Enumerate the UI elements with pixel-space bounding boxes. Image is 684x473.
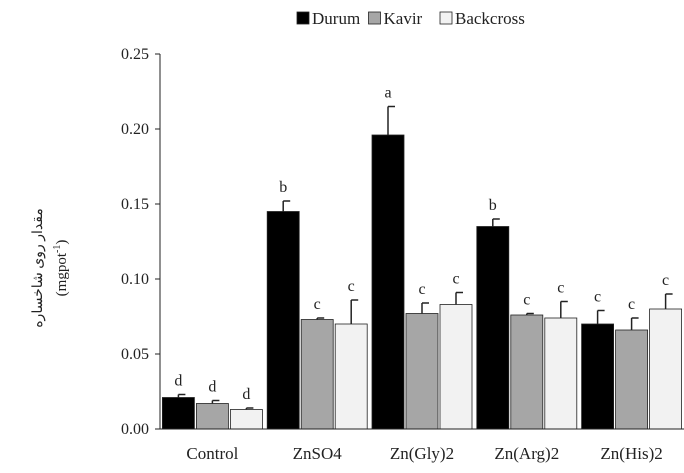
legend-swatch [296, 11, 310, 25]
bar [300, 319, 334, 430]
bar [510, 314, 544, 430]
y-axis-title: مقدار روی شاخساره [31, 208, 46, 328]
significance-label: c [452, 271, 459, 288]
y-axis-label: مقدار روی شاخساره (mgpot-1) [31, 208, 70, 328]
x-category-label: Control [186, 444, 238, 463]
y-axis-unit: (mgpot-1) [52, 240, 70, 297]
significance-label: d [242, 386, 250, 403]
y-tick-label: 0.10 [121, 271, 149, 288]
bar [476, 226, 510, 430]
significance-label: b [489, 197, 497, 214]
significance-label: d [174, 373, 182, 390]
bar [649, 308, 682, 430]
legend-swatch [368, 11, 381, 25]
legend-entry: Durum [312, 9, 360, 28]
y-axis: 0.00 0.05 0.10 0.15 0.20 0.25 [121, 46, 161, 438]
x-axis: Control ZnSO4 Zn(Gly)2 Zn(Arg)2 Zn(His)2 [160, 428, 684, 463]
bar [405, 313, 439, 430]
legend: Durum Kavir Backcross [296, 9, 525, 28]
bar [581, 323, 614, 430]
significance-label: c [418, 281, 425, 298]
y-tick-label: 0.25 [121, 46, 149, 63]
bar [161, 397, 195, 430]
bar [229, 409, 263, 430]
bar [544, 317, 578, 430]
significance-label: c [523, 292, 530, 309]
legend-entry: Kavir [384, 9, 423, 28]
significance-label: c [348, 278, 355, 295]
bar [195, 403, 229, 430]
x-category-label: ZnSO4 [293, 444, 343, 463]
significance-label: c [557, 280, 564, 297]
x-category-label: Zn(Gly)2 [390, 444, 454, 463]
significance-label: a [384, 85, 391, 102]
bar [334, 323, 368, 430]
legend-entry: Backcross [455, 9, 525, 28]
significance-label: b [279, 179, 287, 196]
y-tick-label: 0.05 [121, 346, 149, 363]
bar [615, 329, 648, 430]
significance-label: c [628, 296, 635, 313]
bars: d d d b c c a c c b c c c c c [161, 85, 682, 430]
significance-label: c [662, 272, 669, 289]
significance-label: c [594, 289, 601, 306]
legend-swatch [439, 11, 453, 25]
significance-label: d [208, 379, 216, 396]
y-tick-label: 0.00 [121, 421, 149, 438]
x-category-label: Zn(Arg)2 [494, 444, 559, 463]
y-tick-label: 0.15 [121, 196, 149, 213]
bar [439, 304, 473, 430]
bar [371, 134, 405, 430]
x-category-label: Zn(His)2 [600, 444, 662, 463]
y-tick-label: 0.20 [121, 121, 149, 138]
significance-label: c [314, 296, 321, 313]
bar [266, 211, 300, 430]
